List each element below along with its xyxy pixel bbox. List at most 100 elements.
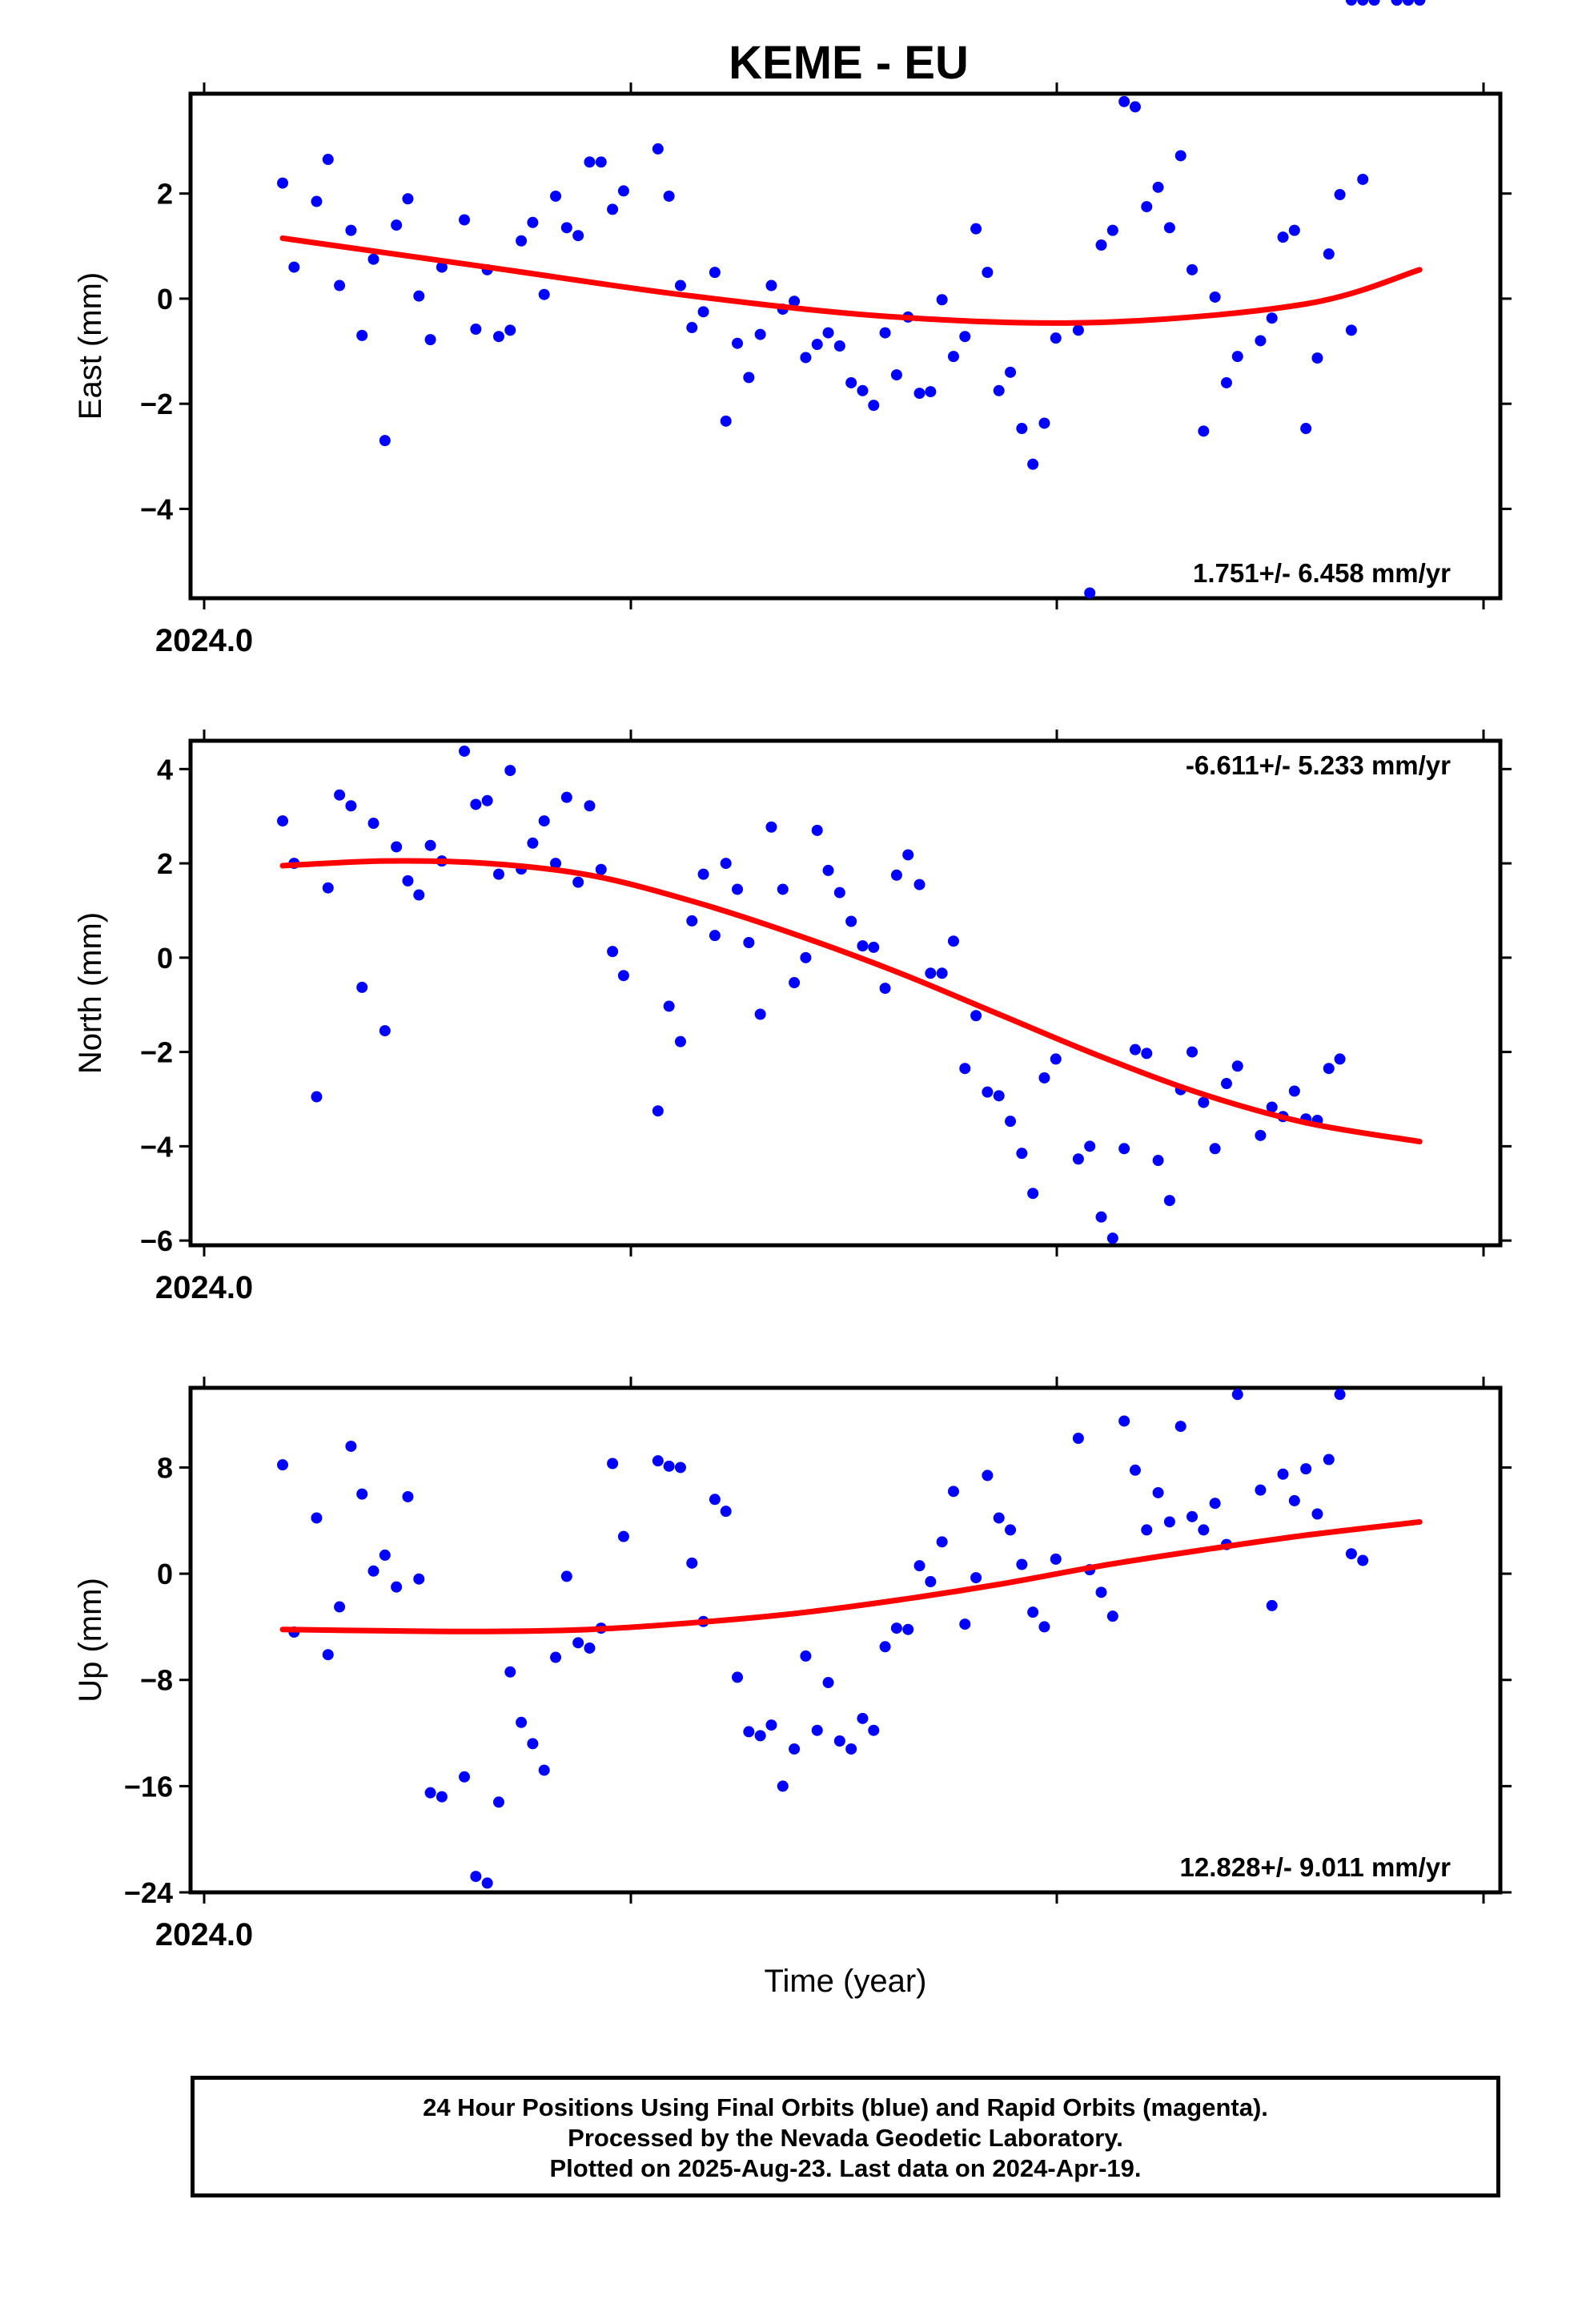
up-data-point	[1368, 0, 1380, 6]
up-data-point	[1311, 1508, 1323, 1520]
east-data-point	[936, 294, 948, 306]
north-data-point	[811, 824, 823, 836]
up-data-point	[356, 1488, 368, 1500]
up-data-point	[959, 1618, 971, 1630]
east-ytick-label: 0	[157, 283, 173, 316]
east-data-point	[1255, 335, 1267, 347]
east-data-point	[402, 193, 414, 205]
caption-line-3: Plotted on 2025-Aug-23. Last data on 202…	[549, 2154, 1142, 2182]
up-data-point	[777, 1780, 789, 1792]
east-data-point	[527, 216, 539, 228]
north-data-point	[538, 815, 550, 827]
north-data-point	[947, 935, 959, 947]
east-y-axis-label: East (mm)	[73, 272, 108, 420]
north-data-point	[697, 868, 709, 880]
east-data-point	[379, 435, 391, 447]
up-data-point	[277, 1459, 289, 1471]
north-data-point	[868, 941, 880, 953]
up-data-point	[1016, 1558, 1028, 1570]
up-data-point	[879, 1641, 891, 1653]
north-data-point	[1141, 1047, 1153, 1059]
east-data-point	[470, 324, 482, 335]
north-data-point	[504, 765, 516, 777]
up-data-point	[402, 1490, 414, 1502]
north-data-point	[1220, 1078, 1232, 1090]
up-data-point	[1095, 1586, 1107, 1598]
north-ytick-label: 2	[157, 847, 173, 880]
east-data-point	[584, 156, 596, 168]
east-data-point	[674, 279, 686, 292]
up-data-point	[584, 1642, 596, 1654]
east-data-point	[1198, 425, 1210, 437]
east-data-point	[1311, 352, 1323, 364]
up-y-axis-label: Up (mm)	[73, 1578, 108, 1703]
north-data-point	[1072, 1153, 1084, 1165]
north-data-point	[800, 951, 812, 963]
east-data-point	[1129, 101, 1141, 113]
up-data-point	[1414, 0, 1426, 6]
north-data-point	[1152, 1155, 1164, 1167]
up-ytick-label: −8	[140, 1664, 173, 1697]
north-data-point	[1288, 1085, 1300, 1097]
east-data-point	[868, 400, 880, 412]
up-data-point	[617, 1530, 629, 1542]
up-data-point	[538, 1764, 550, 1776]
east-data-point	[1277, 231, 1289, 243]
up-data-point	[800, 1650, 812, 1662]
up-data-point	[743, 1726, 755, 1738]
east-data-point	[1174, 150, 1186, 162]
up-data-point	[789, 1743, 801, 1755]
up-data-point	[993, 1512, 1005, 1524]
panel-north: 4 2 0 −2 −4 −6 2024.0 North (mm) -6.611+/- 5.233…	[73, 0, 1512, 1305]
up-data-point	[1027, 1606, 1039, 1618]
up-data-point	[947, 1486, 959, 1498]
north-data-point	[459, 745, 471, 757]
north-data-point	[993, 1090, 1005, 1102]
up-data-point	[1038, 1621, 1050, 1633]
east-data-point	[311, 195, 323, 207]
up-data-point	[1266, 1599, 1278, 1611]
north-data-point	[311, 1091, 323, 1103]
east-data-point	[504, 324, 516, 336]
up-data-point	[424, 1787, 436, 1799]
east-data-point	[1334, 189, 1346, 200]
north-data-point	[1016, 1148, 1028, 1160]
north-data-point	[777, 883, 789, 895]
north-frame	[188, 738, 1503, 1248]
east-data-point	[1118, 95, 1130, 107]
east-data-point	[720, 415, 732, 427]
east-data-point	[765, 279, 777, 292]
up-data-point	[1288, 1494, 1300, 1506]
north-data-point	[754, 1008, 766, 1020]
east-ytick-label: −2	[140, 388, 173, 420]
north-data-point	[1005, 1116, 1017, 1128]
east-data-point	[1141, 201, 1153, 213]
caption-line-2: Processed by the Nevada Geodetic Laborat…	[568, 2124, 1123, 2152]
north-data-point	[424, 839, 436, 851]
north-y-axis-label: North (mm)	[73, 912, 108, 1074]
up-data-point	[652, 1455, 664, 1467]
up-ytick-label: 8	[157, 1451, 173, 1484]
up-data-point	[1231, 1389, 1243, 1401]
up-data-point	[391, 1581, 403, 1593]
east-data-point	[845, 376, 857, 388]
east-data-point	[607, 203, 619, 215]
north-data-point	[743, 937, 755, 948]
east-data-point	[1072, 324, 1084, 336]
up-data-point	[845, 1743, 857, 1755]
east-data-point	[1005, 366, 1017, 378]
east-data-point	[1050, 332, 1062, 344]
up-data-point	[833, 1735, 845, 1747]
up-data-point	[311, 1512, 323, 1524]
up-data-point	[902, 1623, 914, 1635]
east-data-point	[492, 331, 504, 343]
up-data-point	[754, 1730, 766, 1742]
up-data-point	[334, 1601, 346, 1613]
up-data-point	[663, 1460, 675, 1472]
up-data-point	[1277, 1468, 1289, 1480]
east-fit-line	[279, 235, 1423, 326]
north-data-point	[936, 967, 948, 979]
east-data-point	[436, 261, 448, 273]
up-data-point	[516, 1716, 528, 1728]
up-data-point	[982, 1470, 994, 1482]
